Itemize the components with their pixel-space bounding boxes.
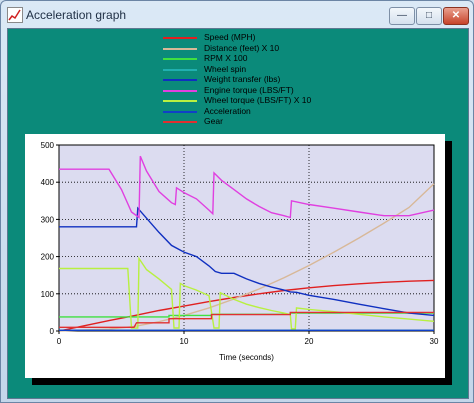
- legend-item: Weight transfer (lbs): [163, 74, 363, 86]
- legend-label: Engine torque (LBS/FT): [204, 84, 294, 95]
- x-tick-label: 0: [57, 337, 62, 346]
- legend-label: Acceleration: [204, 105, 251, 116]
- plot-area: [58, 144, 435, 332]
- legend-label: Weight transfer (lbs): [204, 74, 281, 84]
- legend-label: Speed (MPH): [204, 32, 256, 42]
- legend-item: Engine torque (LBS/FT): [163, 84, 363, 97]
- series-line-0: [58, 279, 435, 332]
- app-graph-icon: [7, 7, 23, 23]
- legend-swatch: [163, 110, 197, 113]
- legend-item: Gear: [163, 116, 363, 128]
- y-tick-label: 0: [50, 327, 55, 336]
- minimize-button[interactable]: —: [389, 7, 415, 25]
- legend-label: Distance (feet) X 10: [204, 42, 280, 53]
- app-graph-icon-glyph: [8, 9, 21, 21]
- legend-swatch: [163, 37, 197, 39]
- legend-swatch: [163, 121, 197, 123]
- x-tick-label: 20: [305, 337, 314, 346]
- legend-item: Wheel torque (LBS/FT) X 10: [163, 95, 363, 107]
- minimize-icon: —: [397, 10, 407, 21]
- legend-label: RPM X 100: [204, 53, 248, 63]
- legend-swatch: [163, 79, 197, 81]
- legend-swatch: [163, 58, 197, 60]
- title-bar[interactable]: Acceleration graph — □ ✕: [1, 1, 473, 29]
- close-button[interactable]: ✕: [443, 7, 469, 25]
- x-tick-label: 10: [180, 337, 189, 346]
- y-tick-label: 300: [41, 215, 55, 224]
- legend-item: Wheel spin: [163, 63, 363, 76]
- y-tick-label: 200: [41, 253, 55, 262]
- y-tick-label: 100: [41, 290, 55, 299]
- legend-swatch: [163, 68, 197, 71]
- legend-swatch: [163, 89, 197, 92]
- chart-legend: Speed (MPH) Distance (feet) X 10 RPM X 100…: [163, 32, 363, 128]
- legend-swatch: [163, 100, 197, 102]
- close-icon: ✕: [451, 10, 461, 21]
- series-line-8: [59, 311, 434, 329]
- legend-label: Wheel torque (LBS/FT) X 10: [204, 95, 312, 105]
- x-axis-label: Time (seconds): [219, 353, 274, 362]
- legend-item: Acceleration: [163, 105, 363, 118]
- legend-item: Distance (feet) X 10: [163, 42, 363, 55]
- y-tick-label: 500: [41, 141, 55, 150]
- legend-label: Wheel spin: [204, 63, 247, 74]
- legend-swatch: [163, 47, 197, 50]
- x-tick-label: 30: [430, 337, 439, 346]
- graph-client-area: Speed (MPH) Distance (feet) X 10 RPM X 100…: [7, 28, 469, 399]
- maximize-button[interactable]: □: [416, 7, 442, 25]
- chart-panel: 0 10 20 30 0 100 200 300 400 500 Time (seconds): [25, 134, 445, 378]
- maximize-icon: □: [425, 10, 433, 21]
- window-title: Acceleration graph: [26, 8, 127, 22]
- legend-label: Gear: [204, 116, 223, 126]
- series-line-6: [59, 256, 435, 330]
- legend-item: Speed (MPH): [163, 32, 363, 44]
- series-line-4: [59, 206, 435, 317]
- legend-item: RPM X 100: [163, 53, 363, 65]
- series-line-5: [59, 155, 435, 219]
- y-tick-label: 400: [41, 178, 55, 187]
- series-line-1: [58, 183, 435, 332]
